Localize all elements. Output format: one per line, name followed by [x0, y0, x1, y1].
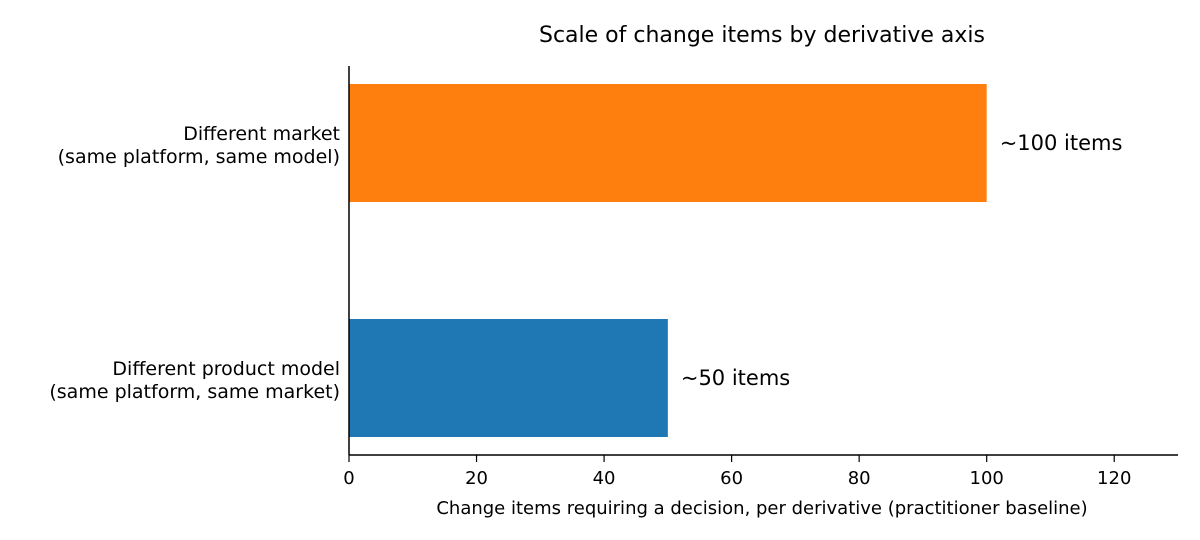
x-tick-label-2: 40 [593, 468, 616, 489]
bar-1 [349, 84, 987, 202]
data-label-1: ~100 items [1000, 131, 1123, 155]
chart-title: Scale of change items by derivative axis [539, 23, 985, 48]
data-label-0: ~50 items [681, 366, 790, 390]
x-ticks-group: 0 20 40 60 80 100 120 [343, 455, 1131, 489]
category-label-0-line-0: Different product model [112, 358, 340, 380]
x-tick-label-5: 100 [970, 468, 1004, 489]
bar-0 [349, 319, 668, 437]
x-tick-label-4: 80 [848, 468, 871, 489]
x-tick-label-0: 0 [343, 468, 354, 489]
category-label-1-line-1: (same platform, same model) [58, 146, 340, 168]
x-tick-label-3: 60 [720, 468, 743, 489]
category-labels-group: Different product model(same platform, s… [49, 123, 340, 403]
x-tick-label-1: 20 [465, 468, 488, 489]
x-tick-label-6: 120 [1097, 468, 1131, 489]
bars-group: ~50 items ~100 items [349, 84, 1122, 437]
x-axis-label: Change items requiring a decision, per d… [436, 498, 1087, 519]
category-label-1-line-0: Different market [183, 123, 340, 145]
category-label-0-line-1: (same platform, same market) [49, 381, 340, 403]
